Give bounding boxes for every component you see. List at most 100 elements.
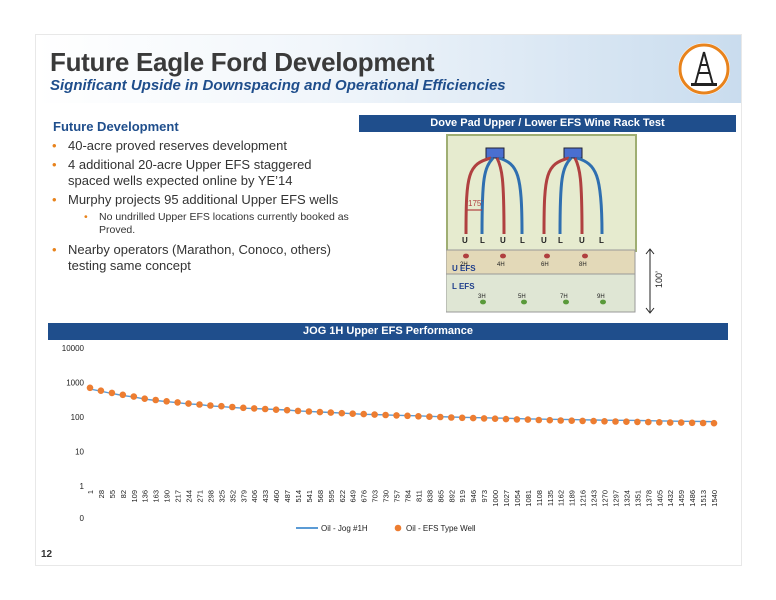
thickness-arrow: 100’ (645, 248, 664, 314)
series-line-jog-1h (89, 388, 715, 423)
series-point-type-well (327, 409, 335, 416)
series-point-type-well (272, 406, 280, 413)
chart-title-bar: JOG 1H Upper EFS Performance (48, 323, 728, 340)
x-tick-label: 1351 (633, 490, 642, 507)
x-tick-label: 838 (425, 490, 434, 503)
x-tick-label: 352 (228, 490, 237, 503)
upper-efs-layer (446, 249, 636, 275)
x-tick-label: 244 (185, 490, 194, 503)
x-tick-label: 1540 (710, 490, 719, 507)
series-point-type-well (448, 414, 455, 421)
series-point-type-well (371, 411, 378, 418)
series-point-type-well (250, 405, 258, 412)
sub-bullet-item: No undrilled Upper EFS locations current… (52, 211, 352, 237)
x-tick-label: 1108 (535, 490, 544, 506)
series-point-type-well (294, 407, 302, 415)
x-tick-label: 1189 (568, 490, 577, 506)
bullet-item: Nearby operators (Marathon, Conoco, othe… (52, 242, 352, 274)
x-tick-label: 109 (130, 490, 139, 503)
x-tick-label: 1297 (611, 490, 620, 507)
series-point-type-well (568, 417, 575, 424)
series-point-type-well (163, 398, 170, 405)
bullet-item: Murphy projects 95 additional Upper EFS … (52, 192, 352, 208)
x-tick-label: 217 (174, 490, 183, 503)
x-tick-label: 730 (382, 490, 391, 503)
lower-efs-layer (446, 273, 636, 313)
wellbore-lower (480, 156, 495, 235)
well-marker (544, 253, 550, 259)
well-marker (500, 253, 506, 259)
series-point-type-well (196, 401, 203, 408)
legend-swatch-type-well (394, 524, 402, 532)
oil-derrick-logo-icon (678, 43, 730, 95)
bullet-item: 4 additional 20-acre Upper EFS staggered… (52, 157, 352, 189)
page-number: 12 (41, 549, 53, 560)
well-letter: U (579, 236, 585, 245)
x-tick-label: 1081 (524, 490, 533, 507)
y-tick-label: 10 (75, 448, 84, 457)
x-tick-label: 919 (458, 490, 467, 503)
x-tick-label: 487 (283, 490, 292, 503)
x-tick-label: 1 (86, 490, 95, 494)
x-tick-label: 1000 (491, 490, 500, 507)
x-tick-label: 757 (393, 490, 402, 503)
x-tick-label: 1243 (590, 490, 599, 507)
series-point-type-well (579, 417, 586, 425)
x-tick-label: 946 (469, 490, 478, 503)
x-tick-label: 28 (97, 490, 106, 498)
x-tick-label: 649 (349, 490, 358, 503)
spacing-label: 175’ (468, 199, 483, 208)
x-tick-label: 136 (141, 490, 150, 503)
slide-title: Future Eagle Ford Development (50, 47, 435, 77)
well-marker (563, 299, 569, 305)
series-point-type-well (130, 393, 138, 400)
well-letter: L (520, 236, 525, 245)
x-tick-label: 1324 (622, 490, 631, 507)
slide-subtitle: Significant Upside in Downspacing and Op… (50, 77, 506, 94)
x-tick-label: 55 (108, 490, 117, 498)
section-title: Future Development (53, 119, 179, 134)
series-point-type-well (338, 409, 346, 417)
x-tick-label: 1432 (666, 490, 675, 507)
series-point-type-well (152, 396, 159, 404)
slide-header: Future Eagle Ford Development Significan… (36, 35, 741, 103)
x-tick-label: 1513 (699, 490, 708, 507)
x-tick-label: 892 (447, 490, 456, 503)
series-point-type-well (261, 405, 269, 413)
wellbore-lower (498, 156, 524, 235)
x-tick-label: 460 (272, 490, 281, 503)
series-point-type-well (535, 416, 543, 424)
series-point-type-well (546, 416, 554, 424)
series-point-type-well (437, 413, 444, 421)
series-point-type-well (349, 410, 357, 417)
well-id: 4H (497, 262, 505, 268)
series-point-type-well (656, 419, 663, 426)
x-tick-label: 703 (371, 490, 380, 503)
series-point-type-well (207, 402, 214, 409)
well-letter: U (500, 236, 506, 245)
y-tick-label: 1000 (66, 379, 84, 388)
x-tick-label: 811 (414, 490, 423, 502)
well-marker (480, 299, 486, 305)
x-tick-label: 784 (403, 490, 412, 503)
well-letter: L (558, 236, 563, 245)
well-marker (463, 253, 469, 259)
series-point-type-well (612, 418, 619, 425)
wellbore-upper (573, 157, 584, 235)
well-marker (521, 299, 527, 305)
well-id: 8H (579, 262, 587, 268)
series-point-type-well (97, 387, 105, 394)
x-tick-label: 1459 (677, 490, 686, 507)
series-point-type-well (240, 404, 247, 412)
well-marker (600, 299, 606, 305)
x-tick-label: 325 (217, 490, 226, 503)
x-tick-label: 406 (250, 490, 259, 503)
well-id: 9H (597, 294, 605, 300)
x-tick-label: 1216 (579, 490, 588, 507)
diagram-title-bar: Dove Pad Upper / Lower EFS Wine Rack Tes… (359, 115, 736, 132)
series-point-type-well (634, 418, 641, 426)
x-tick-label: 190 (163, 490, 172, 503)
series-point-type-well (283, 406, 291, 414)
x-tick-label: 568 (316, 490, 325, 503)
